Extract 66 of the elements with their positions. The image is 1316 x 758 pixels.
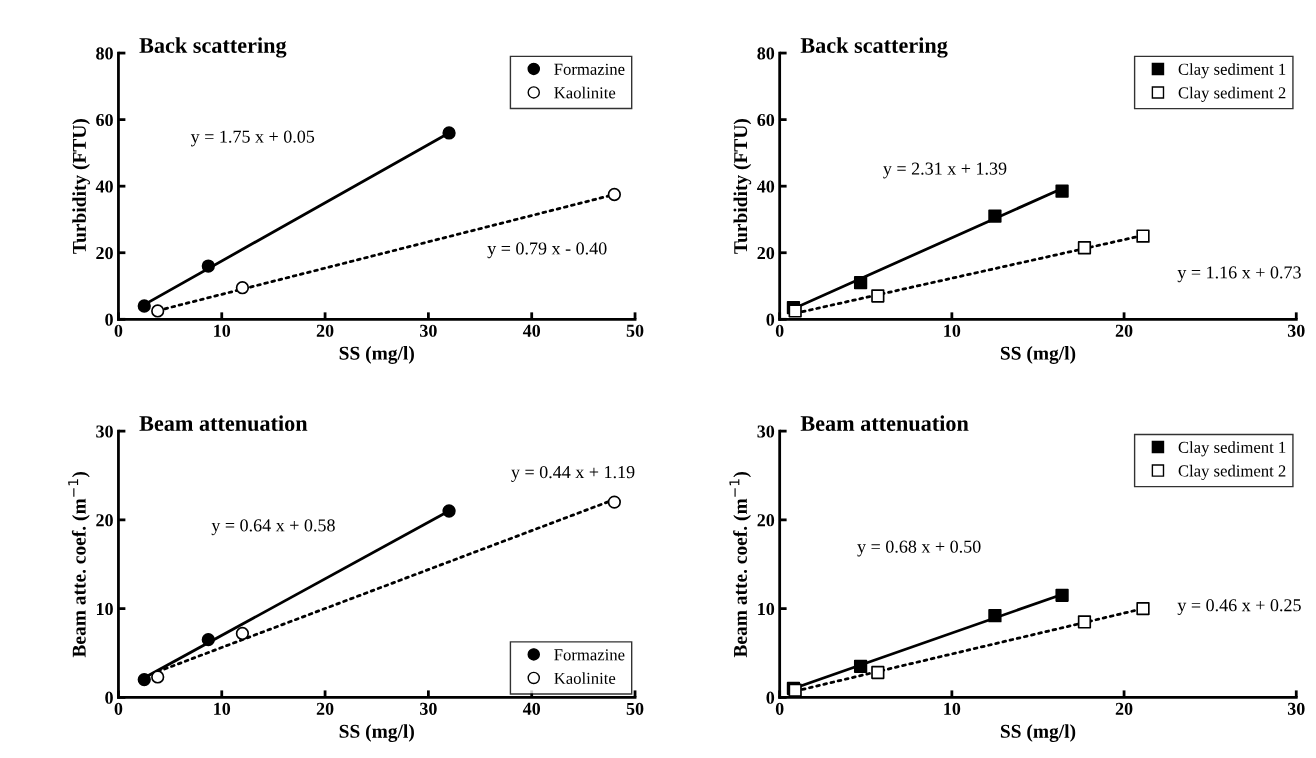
y-tick-label: 30 <box>96 425 113 438</box>
annotation: y = 0.44 x + 1.19 <box>511 466 635 482</box>
x-tick-label: 10 <box>944 702 961 715</box>
y-axis-title: Beam atte. coef. (m$^{−1}$) <box>729 471 751 658</box>
x-tick-label: 20 <box>316 324 334 337</box>
x-tick-label: 30 <box>1287 702 1305 715</box>
y-tick-label: 0 <box>105 313 113 326</box>
annotation: y = 0.68 x + 0.50 <box>857 540 981 557</box>
x-tick-label: 30 <box>420 324 437 337</box>
x-tick-label: 0 <box>775 324 784 337</box>
y-tick-label: 40 <box>95 180 113 193</box>
y-tick-label: 0 <box>105 691 113 704</box>
x-axis-title: SS (mg/l) <box>1000 724 1076 742</box>
x-tick-label: 0 <box>114 702 123 715</box>
x-axis-title: SS (mg/l) <box>339 346 414 364</box>
y-tick-label: 20 <box>757 247 775 260</box>
y-axis-title: Beam atte. coef. (m$^{−1}$) <box>68 471 90 658</box>
y-tick-label: 40 <box>757 180 775 193</box>
legend-label: Clay sediment 1 <box>1178 441 1286 457</box>
x-tick-label: 20 <box>316 702 334 715</box>
x-tick-label: 40 <box>522 702 541 715</box>
legend-label: Clay sediment 1 <box>1178 63 1286 79</box>
y-axis-title: Turbidity (FTU) <box>733 119 752 254</box>
y-tick-label: 80 <box>757 47 775 60</box>
y-tick-label: 20 <box>757 514 775 527</box>
y-axis-title: Turbidity (FTU) <box>72 119 90 254</box>
legend-label: Formazine <box>554 649 625 661</box>
x-axis-title: SS (mg/l) <box>1000 346 1076 364</box>
annotation: y = 0.64 x + 0.58 <box>211 519 335 536</box>
legend-label: Formazine <box>554 63 625 75</box>
legend-label: Kaolinite <box>554 86 616 99</box>
x-tick-label: 10 <box>944 324 961 337</box>
chart-title: Beam attenuation <box>800 415 969 432</box>
x-tick-label: 10 <box>214 702 231 715</box>
annotation: y = 2.31 x + 1.39 <box>883 162 1007 179</box>
y-tick-label: 0 <box>766 691 775 704</box>
x-tick-label: 0 <box>114 324 123 337</box>
x-tick-label: 40 <box>522 324 541 337</box>
y-tick-label: 20 <box>96 247 113 260</box>
chart-title: Beam attenuation <box>139 415 308 432</box>
y-tick-label: 60 <box>757 113 775 127</box>
y-tick-label: 20 <box>96 514 113 527</box>
y-tick-label: 60 <box>96 113 113 127</box>
chart-title: Back scattering <box>800 37 948 58</box>
x-axis-title: SS (mg/l) <box>339 724 414 742</box>
legend-label: Clay sediment 2 <box>1178 464 1286 480</box>
annotation: y = 1.75 x + 0.05 <box>190 130 315 147</box>
y-tick-label: 30 <box>757 425 775 438</box>
y-tick-label: 10 <box>758 602 775 616</box>
y-tick-label: 0 <box>766 313 775 326</box>
chart-title: Back scattering <box>139 37 287 58</box>
y-tick-label: 80 <box>96 47 113 60</box>
x-tick-label: 20 <box>1115 324 1133 337</box>
x-tick-label: 20 <box>1115 702 1133 715</box>
annotation: y = 1.16 x + 0.73 <box>1177 266 1301 283</box>
legend-label: Clay sediment 2 <box>1178 86 1286 102</box>
x-tick-label: 30 <box>420 702 437 715</box>
x-tick-label: 0 <box>775 702 784 715</box>
annotation: y = 0.79 x - 0.40 <box>487 242 607 259</box>
x-tick-label: 50 <box>626 324 644 337</box>
x-tick-label: 50 <box>626 702 644 715</box>
x-tick-label: 30 <box>1287 324 1305 337</box>
annotation: y = 0.46 x + 0.25 <box>1177 599 1301 616</box>
x-tick-label: 10 <box>214 324 231 337</box>
legend-label: Kaolinite <box>554 672 616 684</box>
y-tick-label: 10 <box>96 602 113 616</box>
